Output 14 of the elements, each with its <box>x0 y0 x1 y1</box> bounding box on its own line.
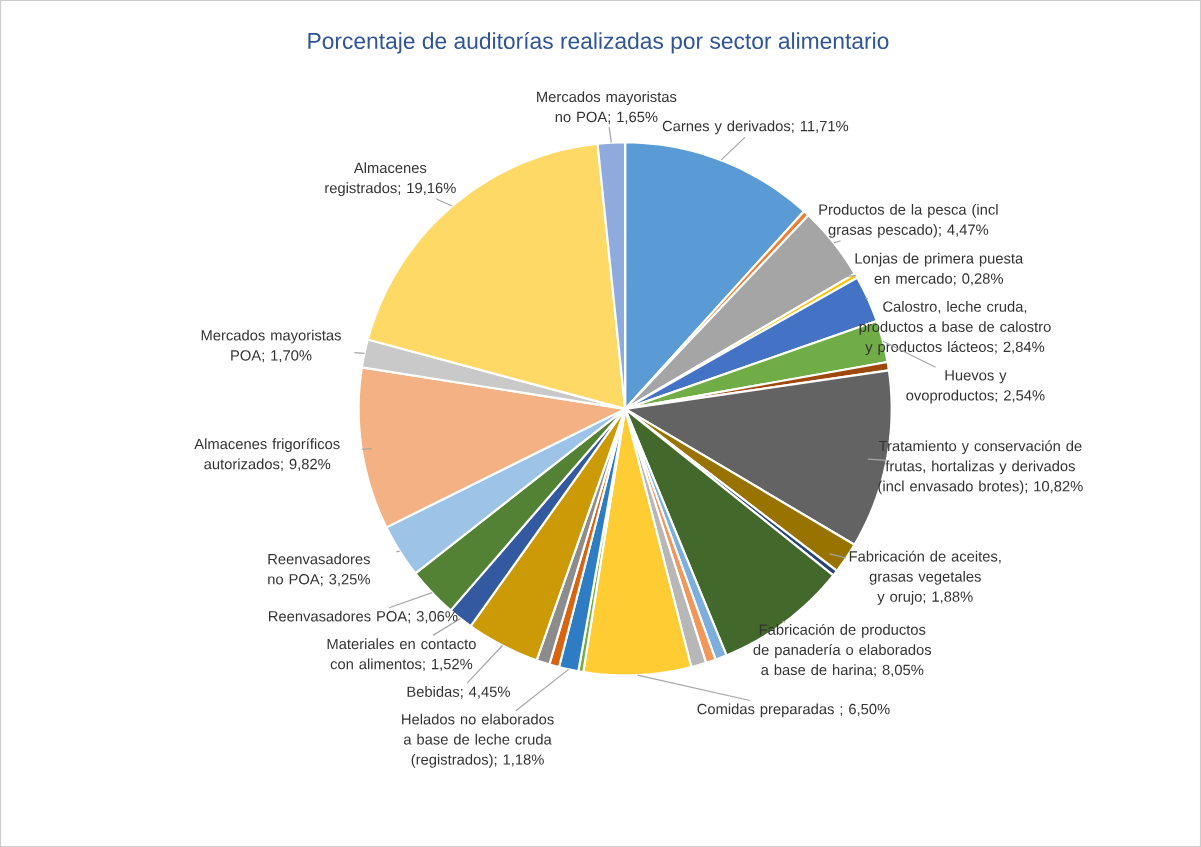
slice-label: Bebidas; 4,45% <box>407 686 510 699</box>
slice-label: Almacenes frigoríficos autorizados; 9,82% <box>194 438 340 472</box>
slice-label: Fabricación de aceites, grasas vegetales y orujo; 1,88% <box>849 550 1001 605</box>
slice-label: Comidas preparadas ; 6,50% <box>697 703 890 718</box>
slice-label: Reenvasadores POA; 3,06% <box>269 610 458 624</box>
slice-label: Reenvasadores no POA; 3,25% <box>268 553 370 587</box>
chart-title: Porcentaje de auditorías realizadas por sector alimentario <box>308 32 889 54</box>
slice-label: Almacenes registrados; 19,16% <box>325 162 456 197</box>
slice-label: Lonjas de primera puesta en mercado; 0,28% <box>855 252 1024 286</box>
slice-label: Helados no elaborados a base de leche cruda (registrados); 1,18% <box>402 713 554 768</box>
slice-label: Mercados mayoristas POA; 1,70% <box>201 329 341 363</box>
slice-label: Materiales en contacto con alimentos; 1,52% <box>327 638 476 672</box>
slice-label: Productos de la pesca (incl grasas pescado); 4,47% <box>819 203 998 238</box>
slice-label: Huevos y ovoproductos; 2,54% <box>906 370 1045 404</box>
